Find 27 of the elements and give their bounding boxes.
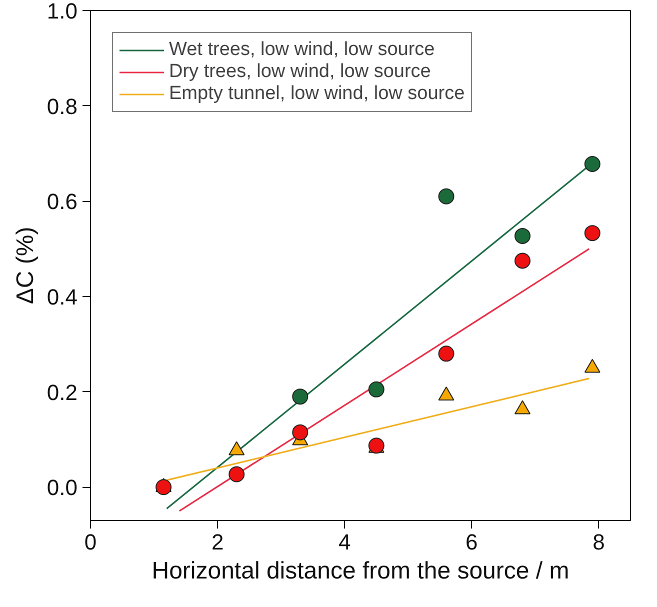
- point: [438, 346, 454, 362]
- point: [156, 479, 172, 496]
- point: [514, 228, 530, 244]
- legend-label: Dry trees, low wind, low source: [169, 61, 431, 83]
- point: [584, 225, 600, 242]
- point: [438, 188, 454, 204]
- point: [292, 424, 308, 440]
- point: [514, 252, 530, 269]
- y-tick-label: 0.2: [46, 380, 78, 405]
- point: [292, 388, 308, 405]
- legend-label: Empty tunnel, low wind, low source: [169, 83, 465, 105]
- y-tick-label: 0.0: [46, 475, 78, 500]
- x-tick-label: 8: [592, 530, 605, 554]
- y-tick-label: 0.6: [46, 189, 78, 214]
- y-axis-title: ΔC (%): [12, 226, 39, 304]
- x-tick-label: 0: [84, 530, 97, 554]
- x-axis-title: Horizontal distance from the source / m: [152, 558, 570, 584]
- legend-label: Wet trees, low wind, low source: [169, 39, 435, 61]
- point: [228, 466, 245, 482]
- point: [584, 156, 600, 172]
- x-tick-label: 4: [338, 530, 351, 554]
- point: [368, 381, 384, 398]
- y-tick-label: 0.4: [46, 284, 78, 310]
- x-tick-label: 2: [211, 530, 224, 554]
- y-tick-label: 0.8: [46, 94, 78, 119]
- y-tick-label: 1.0: [46, 0, 78, 24]
- x-tick-label: 6: [466, 530, 478, 554]
